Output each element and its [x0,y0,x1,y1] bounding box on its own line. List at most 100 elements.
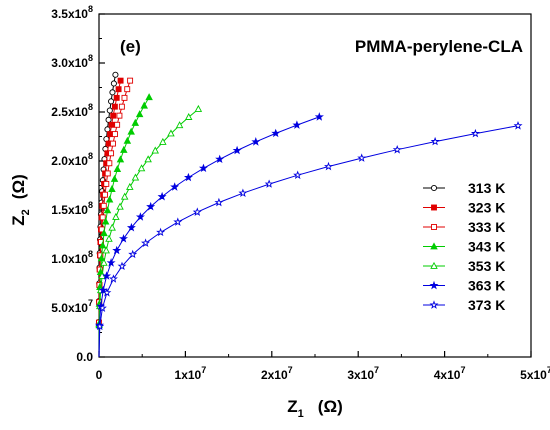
legend-item: 363 K [423,278,505,294]
data-point [102,287,112,297]
x-tick-label: 1x107 [175,365,207,382]
data-point [324,161,334,171]
legend-item: 313 K [423,180,505,196]
data-point [109,89,116,96]
data-point [159,137,167,145]
data-point [238,188,248,197]
series-353-k [95,104,203,358]
data-point [105,116,112,123]
data-point [183,172,193,182]
data-point [145,93,153,101]
y-axis-label-unit: (Ω) [9,174,28,199]
legend-item: 353 K [423,258,505,274]
data-point [108,150,115,157]
data-point [103,206,112,214]
data-point [110,80,117,87]
y-tick-label: 3.5x108 [51,4,93,21]
series-group [94,71,523,358]
data-point [112,245,122,255]
data-point [101,217,110,225]
data-point [128,249,138,259]
data-point [184,112,193,120]
series-line [98,97,150,358]
data-point [104,170,111,177]
data-point [116,202,124,210]
data-point [110,174,119,182]
panel-label: (e) [120,37,141,56]
legend-label: 333 K [468,219,505,235]
data-point [135,110,144,118]
data-point [157,191,167,201]
data-point [116,112,123,119]
legend-item: 333 K [423,219,505,235]
y-tick-label: 3.0x108 [51,53,93,70]
data-point [251,137,261,146]
data-point [98,271,106,279]
legend-label: 323 K [468,200,505,216]
data-point [198,163,208,173]
plot-area [98,13,532,358]
data-point [108,184,116,193]
data-point [108,121,115,128]
x-axis-label-main: Z [287,397,297,416]
data-point [107,131,114,138]
data-point [131,173,140,181]
data-point [170,182,180,191]
data-point [264,179,274,188]
x-tick-label: 5x107 [520,365,550,382]
data-point [112,71,119,78]
legend-marker [431,224,437,230]
legend-label: 313 K [468,180,505,196]
data-point [146,201,156,211]
data-point [106,258,116,267]
y-axis-label: Z2 (Ω) [9,174,32,225]
data-point [97,303,107,313]
data-point [119,234,128,243]
legend-label: 373 K [468,297,505,313]
data-point [117,77,124,84]
data-point [232,145,242,155]
data-point [392,145,402,154]
data-point [110,112,117,119]
data-point [141,238,151,248]
data-point [357,153,367,162]
legend-marker [430,261,438,269]
y-axis-label-sub: 2 [20,209,32,215]
legend-label: 353 K [468,258,505,274]
data-point [102,271,112,280]
legend-item: 343 K [423,239,505,255]
data-point [135,212,145,221]
data-point [105,234,113,242]
data-point [112,131,118,138]
data-point [111,103,118,110]
legend-marker [430,184,438,192]
data-point [110,140,116,147]
data-point [194,104,203,112]
data-point [127,127,135,135]
legend-label: 363 K [468,278,505,294]
data-point [95,321,105,331]
legend-marker [429,280,439,290]
legend-item: 373 K [423,297,505,313]
data-point [314,112,324,121]
series-line [98,108,199,358]
axis-ticks: 0 1x107 2x107 3x107 4x107 5x107 0.0 5.0x107 1.0x… [51,4,550,382]
data-point [271,128,281,138]
data-point [113,164,122,172]
legend-label: 343 K [468,239,505,255]
data-point [113,94,120,101]
y-tick-label: 0.0 [76,350,93,364]
data-point [513,121,523,130]
legend-marker [431,204,437,211]
data-point [108,223,116,231]
chart-title: PMMA-perylene-CLA [355,37,523,56]
y-tick-label: 1.5x108 [51,200,93,217]
data-point [106,160,113,167]
data-point [192,207,202,217]
data-point [144,155,152,163]
data-point [99,214,106,221]
data-point [120,192,129,200]
data-point [121,94,128,101]
data-point [127,77,134,84]
